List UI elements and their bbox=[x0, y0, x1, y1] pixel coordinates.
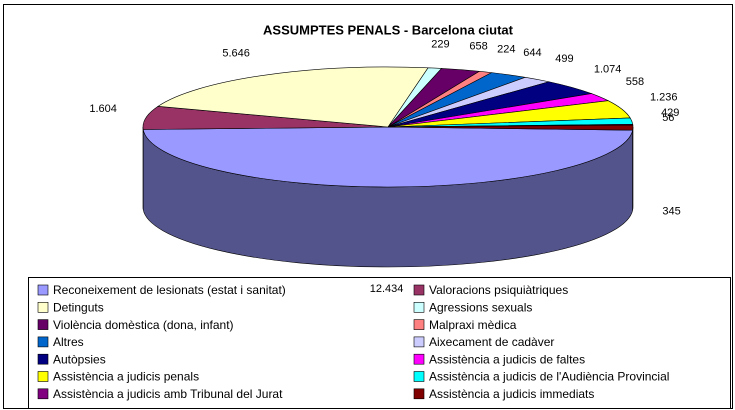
legend-swatch bbox=[37, 319, 49, 330]
legend-swatch bbox=[37, 284, 49, 296]
legend-label: Agressions sexuals bbox=[429, 300, 532, 314]
legend-swatch bbox=[413, 319, 425, 330]
legend-label: Assistència a judicis immediats bbox=[429, 387, 594, 401]
legend-label: Assistència a judicis penals bbox=[53, 370, 199, 384]
legend-label: Reconeixement de lesionats (estat i sani… bbox=[53, 283, 286, 297]
legend-label: Assistència a judicis amb Tribunal del J… bbox=[53, 387, 283, 401]
legend-label: Altres bbox=[53, 335, 84, 349]
data-label: 1.074 bbox=[594, 63, 622, 75]
chart-title: ASSUMPTES PENALS - Barcelona ciutat bbox=[263, 22, 514, 37]
data-label: 658 bbox=[469, 40, 487, 52]
data-label: 644 bbox=[523, 47, 541, 59]
data-label: 1.236 bbox=[650, 92, 678, 104]
legend-swatch bbox=[413, 284, 425, 296]
legend-label: Violència domèstica (dona, infant) bbox=[53, 318, 234, 332]
legend-label: Detinguts bbox=[53, 300, 104, 314]
legend-label: Autòpsies bbox=[53, 352, 106, 366]
data-label: 56 bbox=[662, 112, 674, 124]
legend-swatch bbox=[37, 301, 49, 313]
data-label: 499 bbox=[555, 53, 573, 65]
legend-swatch bbox=[413, 301, 425, 313]
pie-slice bbox=[157, 66, 429, 128]
data-label: 12.434 bbox=[370, 283, 404, 295]
legend-swatch bbox=[37, 388, 49, 400]
legend-swatch bbox=[413, 336, 425, 348]
legend-swatch bbox=[37, 371, 49, 382]
legend-label: Valoracions psiquiàtriques bbox=[429, 283, 568, 297]
legend-swatch bbox=[413, 353, 425, 365]
legend-label: Aixecament de cadàver bbox=[429, 335, 554, 349]
legend-swatch bbox=[413, 371, 425, 382]
legend-swatch bbox=[37, 353, 49, 365]
legend-label: Assistència a judicis de l'Audiència Pro… bbox=[429, 370, 669, 384]
legend-swatch bbox=[37, 336, 49, 348]
legend-label: Malpraxi mèdica bbox=[429, 318, 517, 332]
legend-swatch bbox=[413, 388, 425, 400]
data-label: 5.646 bbox=[222, 48, 250, 60]
data-label: 229 bbox=[431, 38, 449, 50]
data-label: 429 bbox=[661, 107, 679, 119]
data-label: 345 bbox=[662, 206, 680, 218]
data-label: 558 bbox=[626, 76, 644, 88]
legend-label: Assistència a judicis de faltes bbox=[429, 352, 585, 366]
data-label: 224 bbox=[497, 43, 515, 55]
legend-box bbox=[28, 277, 731, 409]
pie-slice bbox=[142, 126, 634, 188]
data-label: 1.604 bbox=[89, 103, 117, 115]
pie-slice bbox=[387, 124, 634, 131]
